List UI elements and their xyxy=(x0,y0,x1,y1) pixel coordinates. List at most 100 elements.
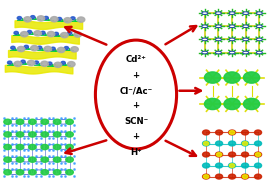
Circle shape xyxy=(27,30,32,33)
Circle shape xyxy=(215,130,222,135)
Circle shape xyxy=(203,174,210,179)
Circle shape xyxy=(203,141,210,146)
Circle shape xyxy=(243,98,260,110)
Ellipse shape xyxy=(243,51,249,54)
Circle shape xyxy=(224,72,240,83)
Circle shape xyxy=(255,152,262,157)
Circle shape xyxy=(66,132,73,137)
Circle shape xyxy=(242,175,248,178)
Text: +: + xyxy=(132,101,140,110)
Circle shape xyxy=(228,174,236,179)
Circle shape xyxy=(8,61,12,64)
Ellipse shape xyxy=(202,12,208,15)
Circle shape xyxy=(57,47,65,53)
Circle shape xyxy=(242,152,249,157)
Circle shape xyxy=(203,130,210,135)
Ellipse shape xyxy=(202,38,208,41)
Circle shape xyxy=(44,46,52,52)
Circle shape xyxy=(41,132,49,137)
Circle shape xyxy=(31,46,38,51)
Circle shape xyxy=(242,163,249,168)
Ellipse shape xyxy=(256,12,262,15)
Circle shape xyxy=(74,32,82,37)
Circle shape xyxy=(243,72,260,83)
Ellipse shape xyxy=(256,25,262,28)
Ellipse shape xyxy=(95,40,177,149)
Circle shape xyxy=(41,31,45,34)
Circle shape xyxy=(14,61,21,67)
Circle shape xyxy=(4,144,11,150)
Circle shape xyxy=(31,16,35,19)
Circle shape xyxy=(17,16,21,19)
Circle shape xyxy=(53,157,61,162)
Ellipse shape xyxy=(256,51,262,54)
Circle shape xyxy=(16,132,24,137)
Circle shape xyxy=(4,157,11,162)
Circle shape xyxy=(29,144,36,150)
Ellipse shape xyxy=(202,51,208,54)
Circle shape xyxy=(51,17,58,22)
Text: SCN⁻: SCN⁻ xyxy=(124,117,148,126)
Circle shape xyxy=(255,163,262,168)
Circle shape xyxy=(53,119,61,124)
Text: +: + xyxy=(132,132,140,141)
Circle shape xyxy=(255,130,262,135)
Circle shape xyxy=(64,46,69,50)
Circle shape xyxy=(27,60,35,66)
Circle shape xyxy=(24,17,31,22)
Circle shape xyxy=(57,17,62,20)
Circle shape xyxy=(16,170,24,175)
Circle shape xyxy=(41,170,49,175)
Circle shape xyxy=(228,130,236,135)
Circle shape xyxy=(34,31,41,36)
Circle shape xyxy=(228,152,236,157)
Ellipse shape xyxy=(243,12,249,15)
Ellipse shape xyxy=(243,25,249,28)
Circle shape xyxy=(242,142,248,145)
Ellipse shape xyxy=(215,12,221,15)
Circle shape xyxy=(66,157,73,162)
Circle shape xyxy=(14,31,18,34)
Circle shape xyxy=(66,170,73,175)
Circle shape xyxy=(47,31,55,37)
Circle shape xyxy=(255,153,261,156)
Circle shape xyxy=(66,144,73,150)
Ellipse shape xyxy=(229,25,235,28)
Circle shape xyxy=(203,163,210,168)
Text: H⁺: H⁺ xyxy=(130,148,142,157)
Circle shape xyxy=(255,174,262,179)
Circle shape xyxy=(41,144,49,150)
Circle shape xyxy=(16,119,24,124)
Ellipse shape xyxy=(243,38,249,41)
Circle shape xyxy=(11,46,15,49)
Circle shape xyxy=(215,174,222,179)
Circle shape xyxy=(41,61,48,66)
Circle shape xyxy=(66,119,73,124)
Circle shape xyxy=(203,152,210,157)
Ellipse shape xyxy=(229,38,235,41)
Circle shape xyxy=(64,18,72,23)
Text: Cd²⁺: Cd²⁺ xyxy=(126,55,146,64)
Circle shape xyxy=(53,144,61,150)
Circle shape xyxy=(242,141,249,146)
Ellipse shape xyxy=(229,51,235,54)
Circle shape xyxy=(67,62,75,67)
Text: Cl⁻/Ac⁻: Cl⁻/Ac⁻ xyxy=(119,86,153,95)
Circle shape xyxy=(215,163,222,168)
Circle shape xyxy=(228,141,236,146)
Circle shape xyxy=(71,17,75,20)
Circle shape xyxy=(54,62,62,67)
Circle shape xyxy=(255,141,262,146)
Circle shape xyxy=(54,32,58,35)
Circle shape xyxy=(41,119,49,124)
Circle shape xyxy=(203,175,209,178)
Circle shape xyxy=(48,62,52,65)
Circle shape xyxy=(242,130,249,135)
Text: +: + xyxy=(132,71,140,80)
Circle shape xyxy=(41,157,49,162)
Circle shape xyxy=(67,32,72,35)
Circle shape xyxy=(34,61,39,64)
Circle shape xyxy=(216,153,222,156)
Circle shape xyxy=(4,132,11,137)
Circle shape xyxy=(61,33,68,38)
